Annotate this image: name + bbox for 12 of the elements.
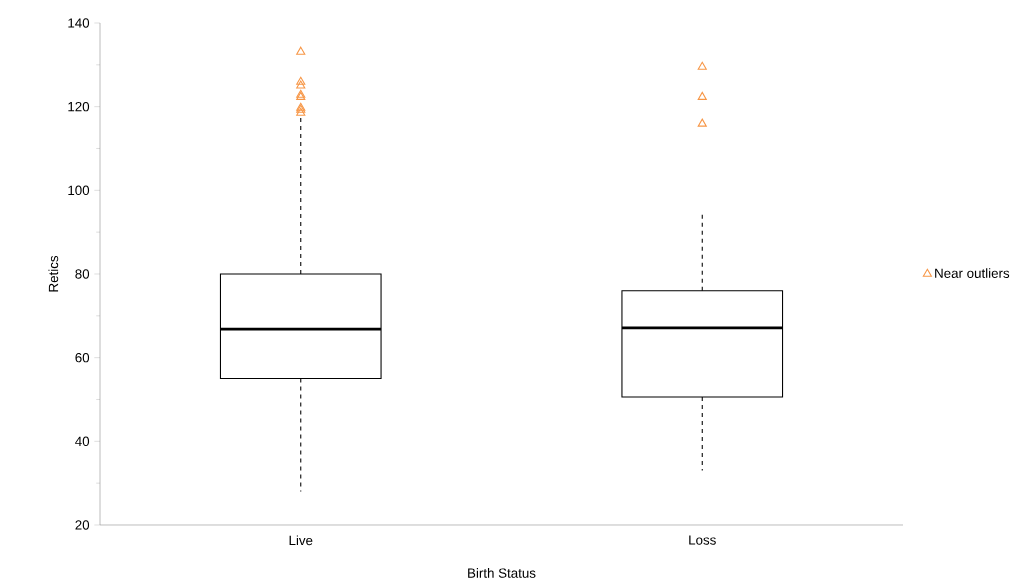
y-tick-label: 60 bbox=[75, 352, 90, 363]
x-tick-label: Loss bbox=[689, 535, 716, 545]
y-tick-label: 40 bbox=[75, 436, 90, 447]
y-tick-label: 100 bbox=[68, 185, 90, 196]
legend-label: Near outliers bbox=[935, 268, 1010, 278]
x-axis-title: Birth Status bbox=[468, 568, 536, 578]
y-tick-label: 80 bbox=[75, 269, 90, 279]
y-tick-label: 140 bbox=[68, 18, 90, 28]
y-axis-title: Retics bbox=[48, 255, 59, 292]
x-tick-label: Live bbox=[289, 535, 313, 546]
y-tick-label: 20 bbox=[75, 520, 90, 530]
y-tick-label: 120 bbox=[68, 101, 90, 112]
